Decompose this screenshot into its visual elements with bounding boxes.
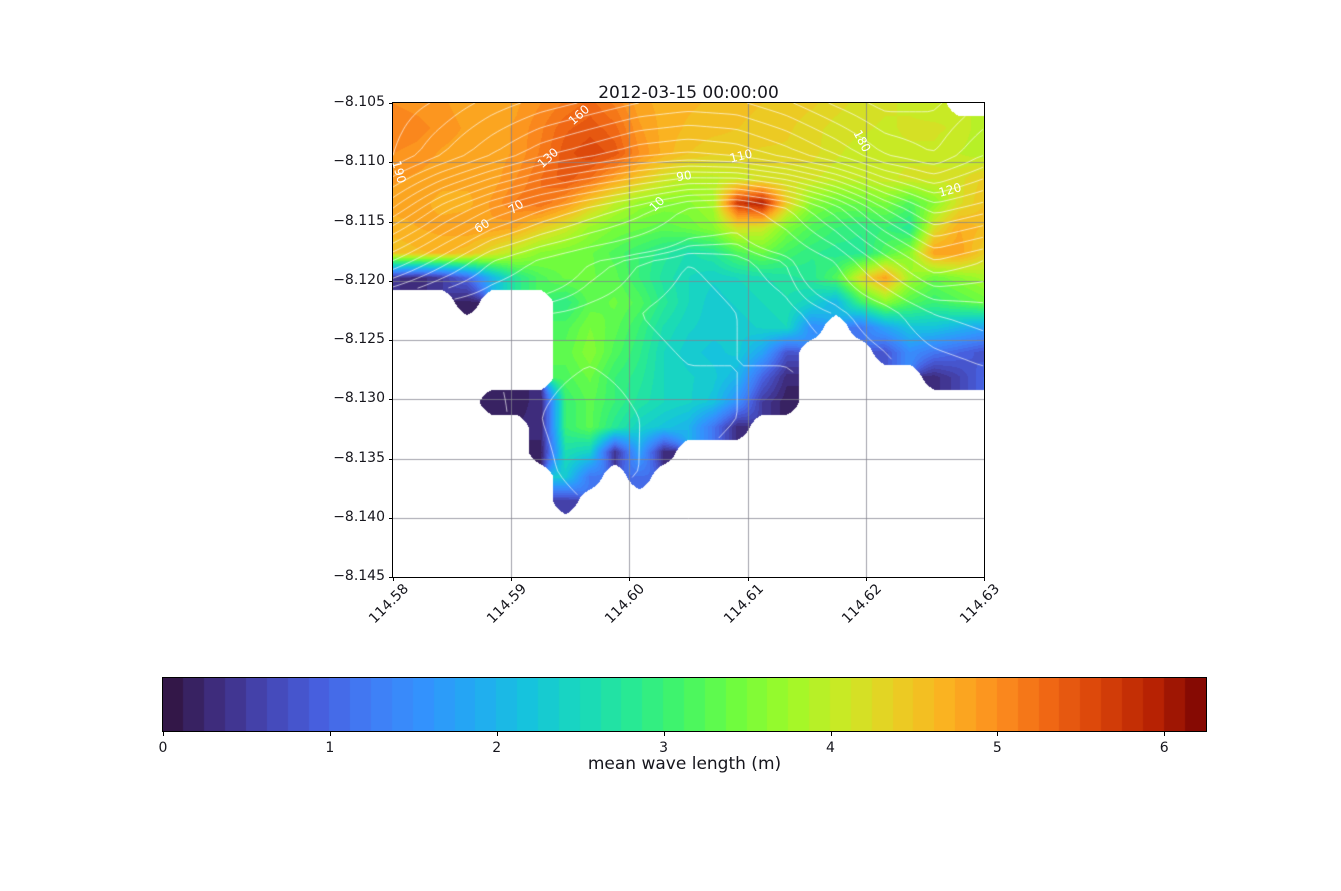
y-tick-label: −8.135 <box>333 449 385 466</box>
colorbar-tick-mark <box>329 732 331 736</box>
colorbar-label: mean wave length (m) <box>587 754 782 774</box>
x-tick-label: 114.63 <box>957 581 1003 627</box>
x-tick-label: 114.59 <box>484 581 531 627</box>
y-tick-mark <box>389 577 393 578</box>
plot-title: 2012-03-15 00:00:00 <box>598 83 779 103</box>
colorbar <box>162 677 1207 732</box>
colorbar-tick-mark <box>830 732 832 736</box>
colorbar-tick-mark <box>1164 732 1166 736</box>
heatmap-canvas <box>393 103 984 577</box>
y-tick-label: −8.120 <box>333 271 385 288</box>
colorbar-tick-label: 3 <box>659 740 669 756</box>
colorbar-tick-mark <box>663 732 665 736</box>
y-tick-label: −8.125 <box>333 331 385 347</box>
colorbar-tick-label: 1 <box>325 740 335 756</box>
y-tick-label: −8.130 <box>333 390 385 407</box>
x-tick-mark <box>511 577 513 581</box>
y-tick-mark <box>389 340 393 341</box>
y-tick-label: −8.110 <box>333 153 385 170</box>
colorbar-tick-mark <box>496 732 498 736</box>
y-tick-mark <box>389 399 393 401</box>
colorbar-tick-label: 5 <box>992 740 1002 756</box>
colorbar-tick-mark <box>997 732 999 736</box>
colorbar-tick-mark <box>163 732 164 736</box>
x-tick-label: 114.62 <box>838 581 885 627</box>
y-tick-label: −8.145 <box>333 568 385 584</box>
x-tick-label: 114.61 <box>720 581 767 627</box>
y-tick-mark <box>389 103 393 104</box>
x-tick-mark <box>865 577 867 581</box>
x-tick-label: 114.60 <box>602 581 649 627</box>
y-tick-mark <box>389 517 393 519</box>
y-tick-label: −8.105 <box>333 94 385 110</box>
y-tick-mark <box>389 280 393 282</box>
colorbar-gradient <box>163 678 1206 731</box>
plot-area: 190 160 130 70 60 110 90 10 180 120 <box>389 102 985 578</box>
y-tick-mark <box>389 162 393 164</box>
colorbar-tick-label: 0 <box>158 740 168 756</box>
x-tick-mark <box>747 577 749 581</box>
y-tick-mark <box>389 221 393 223</box>
colorbar-tick-label: 2 <box>492 740 502 756</box>
x-tick-label: 114.58 <box>366 581 412 627</box>
x-tick-mark <box>629 577 631 581</box>
y-tick-mark <box>389 458 393 460</box>
colorbar-tick-label: 4 <box>826 740 835 756</box>
colorbar-tick-label: 6 <box>1159 740 1169 756</box>
x-tick-mark <box>393 577 394 581</box>
x-tick-mark <box>984 577 985 581</box>
y-tick-label: −8.140 <box>333 508 385 525</box>
y-tick-label: −8.115 <box>333 212 385 229</box>
